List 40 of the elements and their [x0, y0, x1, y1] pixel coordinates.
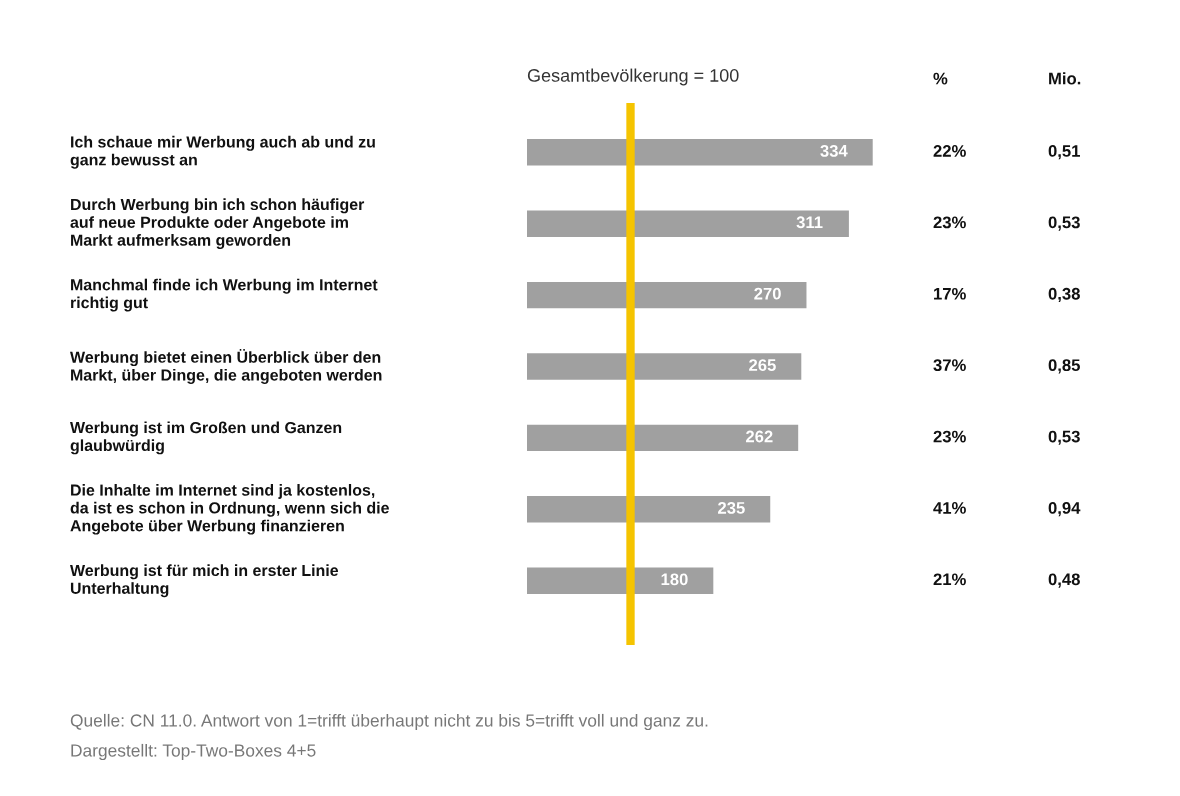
- bar: [527, 353, 802, 380]
- bar: [527, 567, 714, 594]
- source-note: Quelle: CN 11.0. Antwort von 1=trifft überhaupt nicht zu bis 5=trifft voll und ganz zu.: [70, 713, 708, 731]
- data-label: 180: [661, 573, 688, 586]
- bar: [527, 281, 807, 309]
- y-tick-label: Manchmal finde ich Werbung im Internet richtig gut: [71, 278, 378, 312]
- text: 0,38: [1048, 287, 1080, 303]
- text: 21%: [933, 573, 966, 586]
- text: 0,51: [1048, 145, 1080, 160]
- data-label: 311: [796, 216, 823, 229]
- text: Dargestellt: Top-Two-Boxes 4+5: [71, 743, 316, 761]
- text: 0,94: [1048, 502, 1081, 517]
- data-label: 262: [745, 430, 773, 443]
- y-tick-label: Durch Werbung bin ich schon häufiger auf neue Produkte oder Angebote im Markt aufmerksam geworden: [70, 198, 365, 250]
- y-tick-label: Die Inhalte im Internet sind ja kostenlos, da ist es schon in Ordnung, wenn sich die Angebote über Werbung finanzieren: [70, 484, 389, 535]
- bar: [527, 496, 771, 523]
- text: 0,53: [1048, 430, 1080, 445]
- text: 0,48: [1048, 573, 1080, 588]
- text: 0,53: [1048, 216, 1080, 231]
- text: 17%: [934, 287, 966, 300]
- bar: [527, 139, 873, 166]
- data-label: 334: [820, 144, 848, 157]
- y-tick-label: Ich schaue mir Werbung auch ab und zu ganz bewusst an: [70, 135, 375, 169]
- ref-line-label: Gesamtbevölkerung = 100: [527, 68, 739, 86]
- data-label: 265: [749, 359, 776, 371]
- y-tick-label: Werbung bietet einen Überblick über den Markt, über Dinge, die angeboten werden: [70, 349, 382, 384]
- text: 22%: [933, 145, 966, 157]
- data-label: 270: [754, 287, 781, 300]
- y-tick-label: Werbung ist für mich in erster Linie Unterhaltung: [70, 564, 339, 598]
- text: Mio.: [1049, 72, 1081, 85]
- y-tick-label: Werbung ist im Großen und Ganzen glaubwürdig: [70, 421, 342, 455]
- text: 23%: [933, 216, 966, 229]
- data-label: 235: [718, 501, 745, 514]
- text: 23%: [933, 430, 966, 443]
- bar: [527, 210, 849, 237]
- text: %: [933, 72, 948, 85]
- text: 0,85: [1048, 359, 1080, 374]
- bar: [527, 424, 799, 452]
- text: 37%: [933, 359, 966, 372]
- text: 41%: [933, 502, 966, 514]
